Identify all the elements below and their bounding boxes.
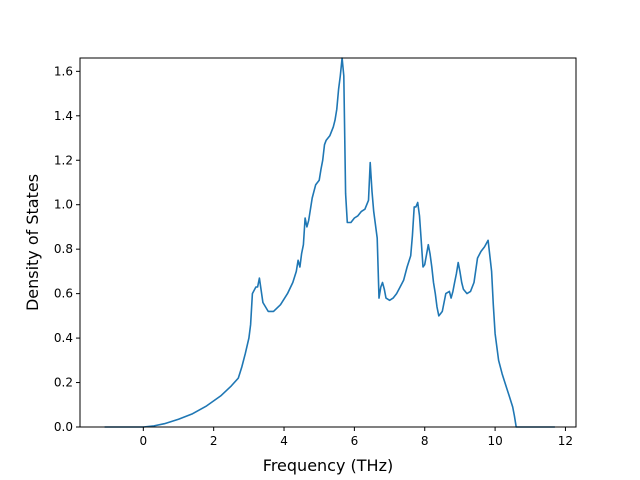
y-axis-label: Density of States: [23, 174, 42, 311]
plot-area: [104, 57, 555, 428]
x-tick-label: 4: [280, 434, 288, 448]
x-axis-ticks: 0 2 4 6 8 10 12: [139, 427, 573, 448]
axes-frame: [79, 57, 577, 428]
x-tick-label: 2: [210, 434, 218, 448]
y-axis-ticks: 0.0 0.2 0.4 0.6 0.8 1.0 1.2 1.4 1.6: [54, 64, 80, 434]
y-tick-label: 1.4: [54, 109, 73, 123]
y-tick-label: 0.6: [54, 287, 73, 301]
y-tick-label: 0.8: [54, 242, 73, 256]
y-tick-label: 0.4: [54, 331, 73, 345]
y-tick-label: 0.0: [54, 420, 73, 434]
y-tick-label: 1.6: [54, 64, 73, 78]
x-axis-label: Frequency (THz): [263, 456, 393, 475]
x-tick-label: 6: [351, 434, 359, 448]
y-tick-label: 0.2: [54, 376, 73, 390]
y-tick-label: 1.0: [54, 198, 73, 212]
x-tick-label: 12: [558, 434, 573, 448]
y-tick-label: 1.2: [54, 153, 73, 167]
series-line-0: [104, 57, 555, 428]
x-tick-label: 10: [487, 434, 502, 448]
x-tick-label: 8: [421, 434, 429, 448]
x-tick-label: 0: [139, 434, 147, 448]
